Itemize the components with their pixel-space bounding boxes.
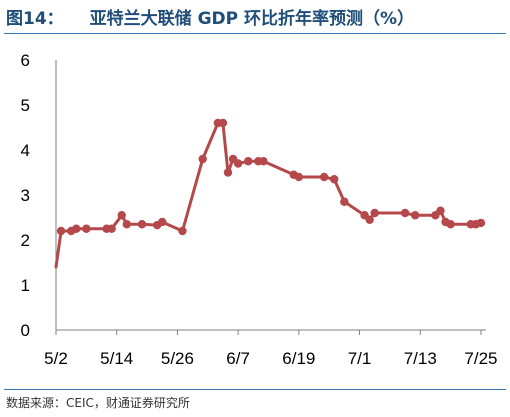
y-axis-tick-labels: 0 1 2 3 4 5 6 — [21, 51, 30, 340]
x-axis-tick-labels: 5/2 5/14 5/26 6/7 6/19 7/1 7/13 7/25 — [44, 349, 497, 368]
data-point — [117, 211, 126, 220]
y-tick-label: 0 — [21, 321, 30, 340]
y-tick-label: 3 — [21, 186, 30, 205]
series-markers — [56, 118, 486, 236]
data-point — [410, 211, 420, 220]
data-point — [330, 175, 339, 184]
data-point — [365, 215, 374, 224]
y-tick-label: 4 — [21, 141, 30, 160]
x-tick-label: 6/19 — [282, 349, 315, 368]
top-rule — [4, 33, 506, 34]
figure-label: 图14： — [6, 9, 64, 29]
chart-axes — [55, 60, 486, 335]
data-point — [218, 118, 228, 128]
data-point — [56, 226, 66, 236]
data-point — [259, 157, 268, 166]
x-tick-label: 7/13 — [404, 349, 437, 368]
data-point — [233, 159, 243, 168]
data-point — [370, 208, 379, 218]
data-point — [107, 224, 116, 233]
x-tick-label: 5/14 — [100, 349, 133, 368]
y-tick-label: 2 — [21, 231, 30, 250]
y-tick-label: 5 — [21, 96, 30, 115]
data-point — [122, 220, 132, 229]
data-point — [476, 218, 486, 228]
data-point — [446, 220, 455, 229]
data-point — [158, 217, 167, 227]
y-tick-label: 6 — [21, 51, 30, 70]
data-point — [82, 224, 91, 233]
data-point — [244, 157, 253, 166]
data-point — [294, 172, 304, 182]
data-point — [223, 168, 233, 177]
chart-title: 图14： 亚特兰大联储 GDP 环比折年率预测（%） — [6, 4, 414, 29]
data-point — [340, 197, 349, 206]
data-point — [137, 220, 147, 229]
x-tick-label: 7/1 — [348, 349, 372, 368]
x-tick-label: 6/7 — [226, 349, 250, 368]
data-point — [198, 154, 207, 164]
data-point — [178, 226, 187, 236]
x-tick-label: 7/25 — [464, 349, 497, 368]
data-point — [400, 208, 410, 218]
figure-title-text: 亚特兰大联储 GDP 环比折年率预测（%） — [89, 9, 415, 29]
y-tick-label: 1 — [21, 276, 30, 295]
data-point — [436, 206, 445, 215]
x-tick-label: 5/26 — [161, 349, 194, 368]
x-tick-label: 5/2 — [44, 349, 68, 368]
source-note: 数据来源：CEIC，财通证券研究所 — [6, 396, 190, 410]
bottom-rule — [4, 389, 506, 390]
data-point — [319, 172, 329, 182]
series-line — [54, 121, 483, 269]
data-point — [72, 224, 81, 233]
